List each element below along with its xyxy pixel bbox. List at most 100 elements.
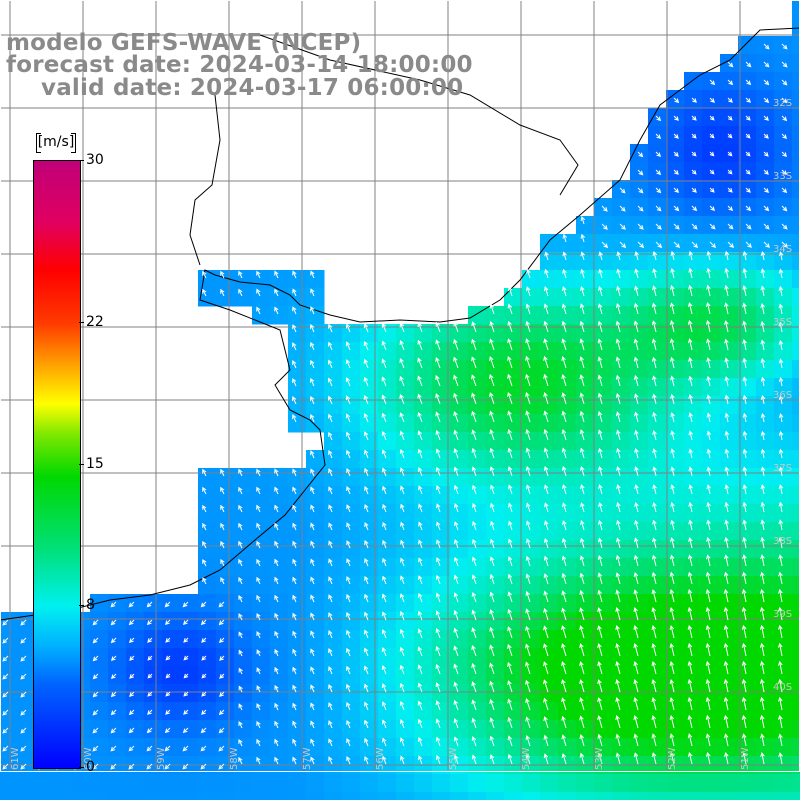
- wind-arrow: [346, 540, 351, 549]
- wind-cell: [378, 504, 397, 523]
- wind-arrow: [525, 661, 531, 675]
- wind-arrow: [688, 375, 693, 387]
- wind-arrow: [292, 306, 297, 315]
- wind-cell: [738, 702, 757, 721]
- wind-cell: [252, 666, 271, 685]
- wind-arrow: [597, 356, 603, 369]
- wind-cell: [702, 378, 721, 397]
- wind-cell: [540, 396, 559, 415]
- wind-arrow: [778, 251, 784, 261]
- wind-cell: [468, 792, 487, 800]
- wind-cell: [684, 774, 703, 793]
- wind-cell: [450, 522, 469, 541]
- wind-arrow: [202, 540, 207, 549]
- wind-cell: [576, 216, 595, 235]
- wind-arrow: [310, 576, 315, 585]
- wind-arrow: [92, 745, 99, 752]
- wind-arrow: [724, 751, 729, 765]
- wind-arrow: [346, 629, 351, 639]
- wind-cell: [396, 684, 415, 703]
- wind-arrow: [418, 557, 423, 567]
- wind-cell: [792, 342, 800, 361]
- wind-arrow: [453, 574, 459, 585]
- wind-arrow: [292, 522, 297, 531]
- wind-cell: [792, 792, 800, 800]
- wind-cell: [720, 450, 739, 469]
- wind-arrow: [418, 521, 423, 531]
- wind-cell: [630, 576, 649, 595]
- wind-cell: [414, 504, 433, 523]
- wind-cell: [234, 792, 253, 800]
- wind-arrow: [256, 685, 261, 693]
- wind-arrow: [292, 612, 297, 621]
- wind-arrow: [310, 504, 315, 513]
- wind-arrow: [742, 430, 748, 441]
- wind-cell: [774, 288, 793, 307]
- wind-cell: [342, 558, 361, 577]
- wind-arrow: [760, 448, 766, 459]
- wind-cell: [234, 270, 253, 289]
- wind-arrow: [471, 410, 477, 423]
- wind-arrow: [382, 737, 387, 747]
- wind-cell: [540, 630, 559, 649]
- wind-cell: [504, 504, 523, 523]
- wind-cell: [378, 360, 397, 379]
- longitude-label: 51W: [740, 747, 751, 770]
- wind-arrow: [146, 763, 153, 770]
- wind-arrow: [651, 302, 657, 315]
- wind-cell: [630, 378, 649, 397]
- wind-cell: [612, 702, 631, 721]
- wind-arrow: [597, 374, 603, 387]
- wind-cell: [630, 738, 649, 757]
- wind-cell: [234, 612, 253, 631]
- wind-cell: [684, 738, 703, 757]
- wind-arrow: [633, 338, 639, 351]
- wind-cell: [792, 180, 800, 199]
- wind-arrow: [453, 484, 459, 495]
- wind-cell: [666, 594, 685, 613]
- wind-arrow: [525, 410, 531, 423]
- wind-cell: [486, 792, 505, 800]
- wind-arrow: [110, 691, 117, 698]
- wind-arrow: [417, 575, 423, 585]
- wind-cell: [666, 432, 685, 451]
- wind-cell: [252, 720, 271, 739]
- wind-cell: [666, 468, 685, 487]
- wind-arrow: [292, 342, 297, 351]
- wind-arrow: [562, 233, 568, 243]
- wind-arrow: [507, 716, 513, 729]
- wind-cell: [540, 576, 559, 595]
- wind-cell: [756, 612, 775, 631]
- wind-cell: [468, 432, 487, 451]
- wind-arrow: [525, 698, 531, 711]
- wind-cell: [162, 666, 181, 685]
- wind-cell: [522, 324, 541, 343]
- wind-arrow: [615, 338, 621, 351]
- wind-cell: [378, 720, 397, 739]
- wind-cell: [342, 702, 361, 721]
- wind-arrow: [292, 360, 297, 369]
- wind-arrow: [328, 540, 333, 549]
- wind-cell: [288, 540, 307, 559]
- wind-arrow: [417, 592, 423, 603]
- wind-arrow: [579, 733, 585, 747]
- wind-cell: [396, 360, 415, 379]
- wind-cell: [612, 414, 631, 433]
- wind-arrow: [742, 466, 748, 477]
- wind-arrow: [651, 571, 657, 585]
- wind-arrow: [238, 288, 243, 297]
- wind-arrow: [652, 285, 657, 297]
- wind-arrow: [292, 630, 297, 639]
- wind-cell: [558, 378, 577, 397]
- wind-arrow: [724, 501, 729, 513]
- wind-cell: [234, 288, 253, 307]
- wind-arrow: [619, 241, 627, 249]
- wind-arrow: [238, 486, 243, 495]
- wind-arrow: [364, 522, 369, 531]
- wind-cell: [504, 792, 523, 800]
- wind-cell: [576, 270, 595, 289]
- wind-cell: [720, 486, 739, 505]
- wind-arrow: [363, 413, 369, 423]
- wind-arrow: [652, 429, 657, 441]
- wind-cell: [648, 342, 667, 361]
